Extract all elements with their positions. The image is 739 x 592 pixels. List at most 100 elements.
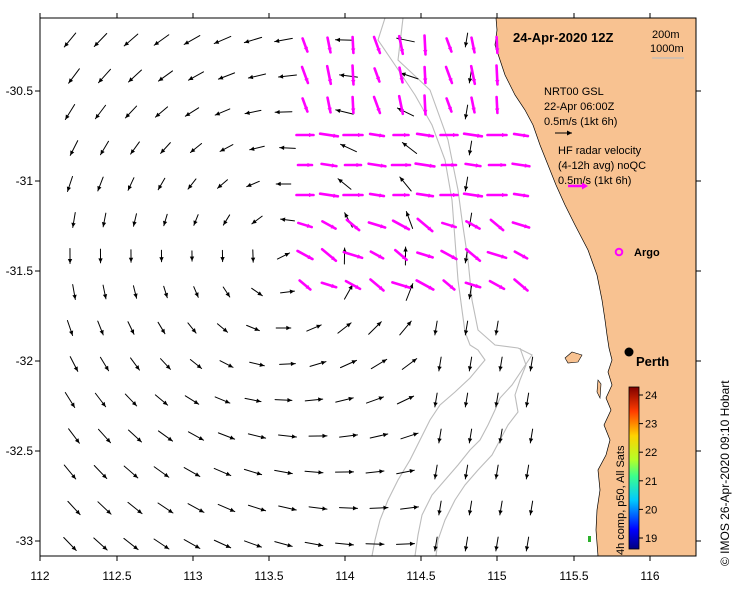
bathy-legend-200m: 200m xyxy=(652,29,680,41)
hf-radar-arrow xyxy=(367,221,387,229)
hf-radar-arrow xyxy=(397,34,405,56)
gsl-velocity-arrow xyxy=(101,212,107,228)
gsl-velocity-arrow xyxy=(163,285,169,299)
x-tick-label: 113 xyxy=(183,569,202,583)
gsl-velocity-arrow xyxy=(306,324,322,332)
hf-radar-arrow xyxy=(464,247,482,263)
hf-radar-arrow xyxy=(513,278,529,292)
gsl-velocity-arrow xyxy=(274,397,293,403)
hf-radar-arrow xyxy=(415,279,435,291)
gsl-velocity-arrow xyxy=(97,320,104,336)
x-tick-label: 116 xyxy=(640,569,659,583)
gsl-velocity-arrow xyxy=(309,360,327,367)
gsl-velocity-arrow xyxy=(216,323,229,333)
hf-radar-arrow xyxy=(300,65,310,85)
hf-radar-arrow xyxy=(295,192,315,198)
gsl-velocity-arrow xyxy=(99,140,110,156)
hf-radar-arrow xyxy=(326,36,332,54)
gsl-velocity-arrow xyxy=(130,141,140,155)
gsl-velocity-arrow xyxy=(399,176,412,192)
gsl-velocity-arrow xyxy=(183,467,201,477)
hf-radar-arrow xyxy=(373,67,381,83)
gsl-velocity-arrow xyxy=(184,107,200,117)
gsl-velocity-arrow xyxy=(339,359,358,369)
gsl-velocity-arrow xyxy=(124,105,138,119)
hf-radar-arrow xyxy=(301,97,309,113)
gsl-velocity-arrow xyxy=(163,213,168,227)
gsl-velocity-arrow xyxy=(274,541,293,548)
gsl-velocity-arrow xyxy=(213,467,232,477)
hf-radar-arrow xyxy=(511,162,531,168)
hf-radar-arrow xyxy=(343,162,363,168)
gsl-velocity-arrow xyxy=(217,432,236,440)
gsl-velocity-arrow xyxy=(128,69,142,83)
gsl-velocity-arrow xyxy=(67,247,73,265)
gsl-velocity-arrow xyxy=(66,320,74,336)
gsl-velocity-arrow xyxy=(66,176,73,192)
hf-radar-arrow xyxy=(487,162,507,168)
gsl-velocity-arrow xyxy=(220,249,225,263)
gsl-velocity-arrow xyxy=(437,428,442,444)
colorbar-tick-label: 20 xyxy=(645,504,657,516)
hf-radar-arrow xyxy=(423,94,428,116)
gsl-velocity-arrow xyxy=(278,434,297,439)
gsl-velocity-arrow xyxy=(184,395,200,405)
gsl-velocity-arrow xyxy=(67,500,81,516)
colorbar-tick-label: 24 xyxy=(645,390,657,402)
gsl-velocity-arrow xyxy=(340,143,357,153)
gsl-velocity-arrow xyxy=(251,287,263,297)
hf-radar-arrow xyxy=(486,132,508,138)
gsl-velocity-arrow xyxy=(97,176,104,192)
gsl-velocity-arrow xyxy=(99,356,110,372)
gsl-velocity-arrow xyxy=(463,536,469,552)
hf-radar-arrow xyxy=(392,132,410,138)
colorbar-ticks: 24 23 22 21 20 19 xyxy=(639,390,657,545)
hf-radar-arrow xyxy=(444,65,454,85)
gsl-velocity-arrow xyxy=(337,322,352,334)
gsl-velocity-arrow xyxy=(187,71,205,81)
hf-radar-arrow xyxy=(513,250,529,260)
hf-radar-arrow xyxy=(441,221,457,229)
gsl-velocity-arrow xyxy=(187,322,197,334)
perth-label: Perth xyxy=(636,354,669,369)
hf-radar-arrow xyxy=(416,217,434,233)
gsl-velocity-arrow xyxy=(335,396,354,403)
gsl-velocity-arrow xyxy=(213,35,232,45)
hf-radar-arrow xyxy=(488,279,506,291)
gsl-velocity-arrow xyxy=(123,537,139,551)
hf-radar-arrow xyxy=(301,37,309,53)
y-tick-label: -30.5 xyxy=(6,84,34,98)
plot-frame xyxy=(39,17,697,557)
gsl-velocity-arrow xyxy=(433,464,438,480)
gsl-velocity-arrow xyxy=(127,429,143,443)
perth-marker xyxy=(624,347,634,357)
gsl-velocity-arrow xyxy=(132,285,138,299)
gsl-velocity-arrow xyxy=(243,36,263,44)
hf-radar-arrow xyxy=(397,94,405,116)
gsl-velocity-arrow xyxy=(68,68,80,84)
gsl-velocity-arrow xyxy=(308,506,328,511)
hf-radar-arrow xyxy=(445,37,453,53)
gsl-velocity-arrow xyxy=(217,503,236,513)
hf-radar-arrow xyxy=(320,162,338,168)
gsl-velocity-arrow xyxy=(335,37,354,43)
gsl-velocity-arrow xyxy=(396,395,415,405)
hf-radar-arrow xyxy=(415,192,435,198)
gsl-velocity-arrow xyxy=(97,501,112,515)
hf-radar-arrow xyxy=(368,132,386,138)
isobath-shelf-edge xyxy=(435,347,527,556)
gsl-velocity-arrow xyxy=(63,32,77,48)
gsl-velocity-arrow xyxy=(64,392,76,408)
colorbar-tick-label: 19 xyxy=(645,533,657,545)
hf-radar-arrow xyxy=(465,220,481,230)
gsl-velocity-arrow xyxy=(157,177,166,191)
hf-radar-arrow xyxy=(351,95,356,115)
hf-radar-arrow xyxy=(298,279,312,291)
gsl-velocity-arrow xyxy=(244,109,262,115)
y-tick-label: -32 xyxy=(16,354,34,368)
gsl-velocity-arrow xyxy=(98,248,103,264)
hf-radar-arrow xyxy=(342,192,364,198)
hf-radar-arrow xyxy=(326,96,332,114)
gsl-velocity-arrow xyxy=(369,432,389,439)
gsl-velocity-arrow xyxy=(217,179,228,189)
